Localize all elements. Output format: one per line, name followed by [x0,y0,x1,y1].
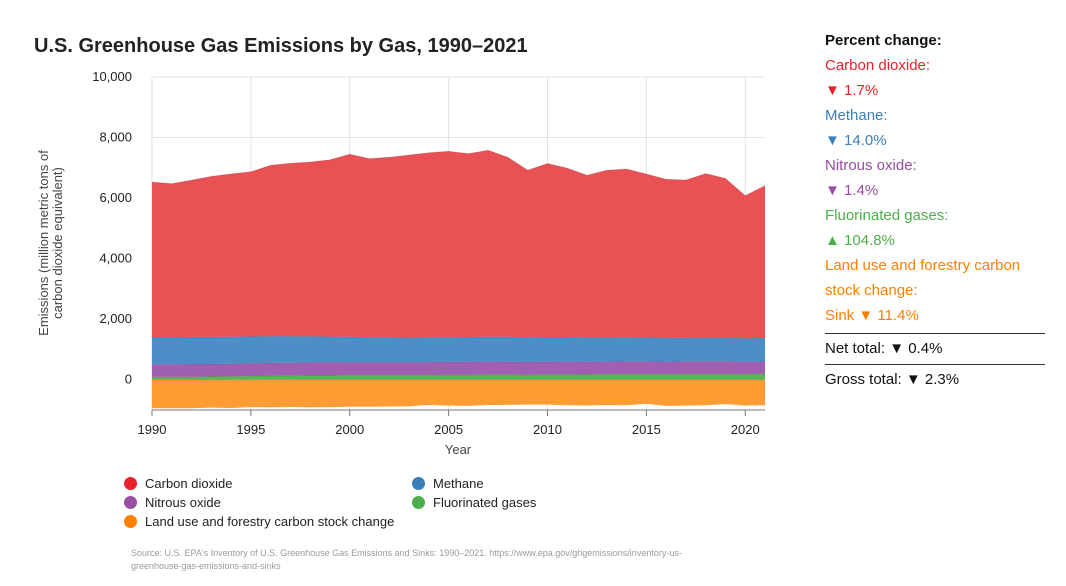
area-methane[interactable] [152,336,765,365]
legend-label: Fluorinated gases [433,495,537,510]
legend-item-fluorinated-gases[interactable]: Fluorinated gases [412,495,536,510]
legend-label: Nitrous oxide [145,495,221,510]
panel-label-land-use: Land use and forestry carbon stock chang… [825,257,1021,299]
area-series[interactable] [151,149,766,409]
legend-label: Methane [433,476,484,491]
x-tick-label: 2000 [335,422,364,437]
area-land-use-and-forestry-carbon-stock-change[interactable] [152,379,765,409]
y-tick-label: 8,000 [99,130,132,145]
panel-heading: Percent change: [825,32,942,49]
y-axis-title-line: carbon dioxide equivalent) [50,167,65,319]
legend-label: Carbon dioxide [145,476,233,491]
gross-total: Gross total: ▼ 2.3% [825,364,1045,390]
y-tick-label: 6,000 [99,190,132,205]
legend-item-methane[interactable]: Methane [412,476,484,491]
y-axis-title: Emissions (million metric tons ofcarbon … [36,150,65,336]
legend-item-nitrous-oxide[interactable]: Nitrous oxide [124,495,221,510]
y-axis-title-line: Emissions (million metric tons of [36,150,51,336]
x-tick-label: 2015 [632,422,661,437]
legend-item-land-use[interactable]: Land use and forestry carbon stock chang… [124,514,394,529]
axes: 10,000 8,000 6,000 4,000 2,000 0 1990 1995 2000 2… [36,69,765,457]
x-tick-label: 1990 [138,422,167,437]
panel-label-methane: Methane: [825,107,888,124]
legend-swatch [412,477,425,490]
panel-label-carbon-dioxide: Carbon dioxide: [825,57,931,74]
x-tick-label: 2020 [731,422,760,437]
area-carbon-dioxide[interactable] [152,150,765,339]
net-total: Net total: ▼ 0.4% [825,333,1045,359]
percent-change-panel: Percent change: Carbon dioxide: ▼ 1.7% M… [825,28,1045,390]
area-edge-nitrous-oxide [152,360,766,365]
legend-swatch [124,477,137,490]
x-tick-label: 2005 [434,422,463,437]
legend-swatch [412,496,425,509]
chart-title: U.S. Greenhouse Gas Emissions by Gas, 19… [34,35,528,57]
y-tick-label: 10,000 [92,69,132,84]
panel-value-nitrous-oxide: ▼ 1.4% [825,182,879,199]
panel-value-land-use: Sink ▼ 11.4% [825,307,919,324]
x-tick-label: 1995 [236,422,265,437]
legend-item-carbon-dioxide[interactable]: Carbon dioxide [124,476,232,491]
area-fluorinated-gases[interactable] [152,373,765,380]
legend-swatch [124,515,137,528]
y-tick-label: 0 [125,372,132,387]
source-note: Source: U.S. EPA's Inventory of U.S. Gre… [131,548,682,571]
x-tick-label: 2010 [533,422,562,437]
panel-value-methane: ▼ 14.0% [825,132,887,149]
area-edge-carbon-dioxide [151,149,766,197]
legend-label: Land use and forestry carbon stock chang… [145,514,395,529]
panel-value-fluorinated-gases: ▲ 104.8% [825,232,895,249]
y-tick-label: 2,000 [99,311,132,326]
y-tick-label: 4,000 [99,251,132,266]
panel-label-nitrous-oxide: Nitrous oxide: [825,157,917,174]
area-nitrous-oxide[interactable] [152,361,765,377]
legend: Carbon dioxide Methane Nitrous oxide Flu… [124,476,724,536]
x-axis-title: Year [445,442,472,457]
panel-label-fluorinated-gases: Fluorinated gases: [825,207,949,224]
legend-swatch [124,496,137,509]
panel-value-carbon-dioxide: ▼ 1.7% [825,82,879,99]
